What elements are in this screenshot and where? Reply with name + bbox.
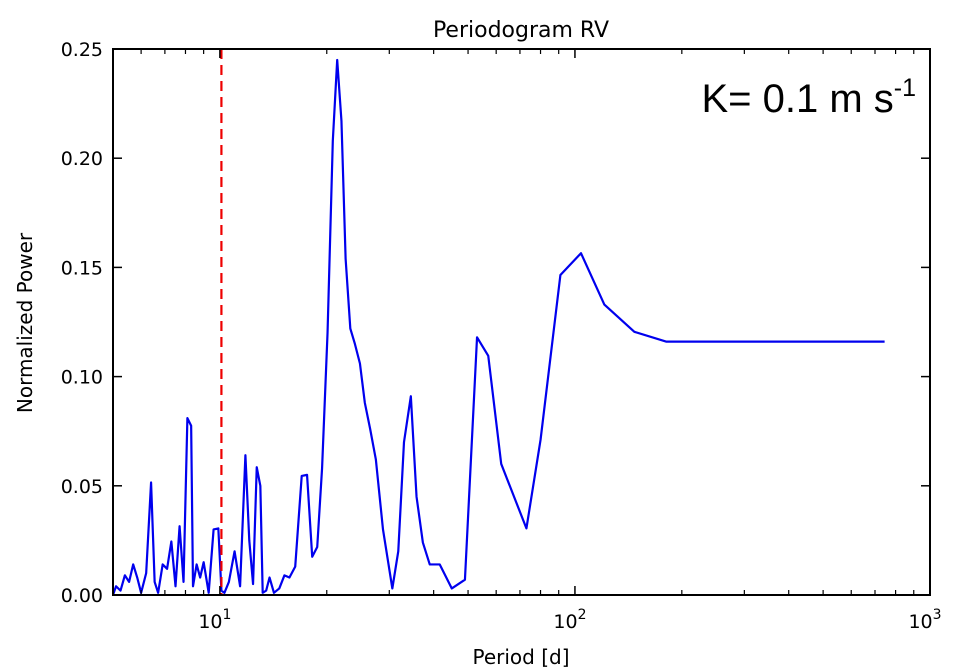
y-tick-label: 0.00: [61, 585, 103, 607]
y-tick-label: 0.05: [61, 476, 103, 498]
y-axis-label: Normalized Power: [13, 232, 37, 413]
plot-marks: [113, 49, 885, 595]
k-annotation-superscript: -1: [894, 74, 916, 102]
y-tick-label: 0.15: [61, 257, 103, 279]
y-tick-label: 0.25: [61, 39, 103, 61]
x-tick-label: 101: [198, 607, 231, 633]
x-tick-label: 102: [553, 607, 586, 633]
k-annotation: K= 0.1 m s-1: [701, 74, 916, 121]
k-annotation-text: K= 0.1 m s: [701, 77, 893, 121]
chart-title: Periodogram RV: [433, 18, 609, 43]
plot-frame: [112, 48, 931, 596]
x-axis-label: Period [d]: [472, 645, 569, 669]
y-tick-label: 0.20: [61, 148, 103, 170]
y-tick-label: 0.10: [61, 367, 103, 389]
series-line-0: [113, 58, 885, 595]
axes: 0.00 0.05 0.10 0.15 0.20 0.25 101 102 103: [61, 39, 942, 633]
x-tick-label: 103: [908, 607, 941, 633]
